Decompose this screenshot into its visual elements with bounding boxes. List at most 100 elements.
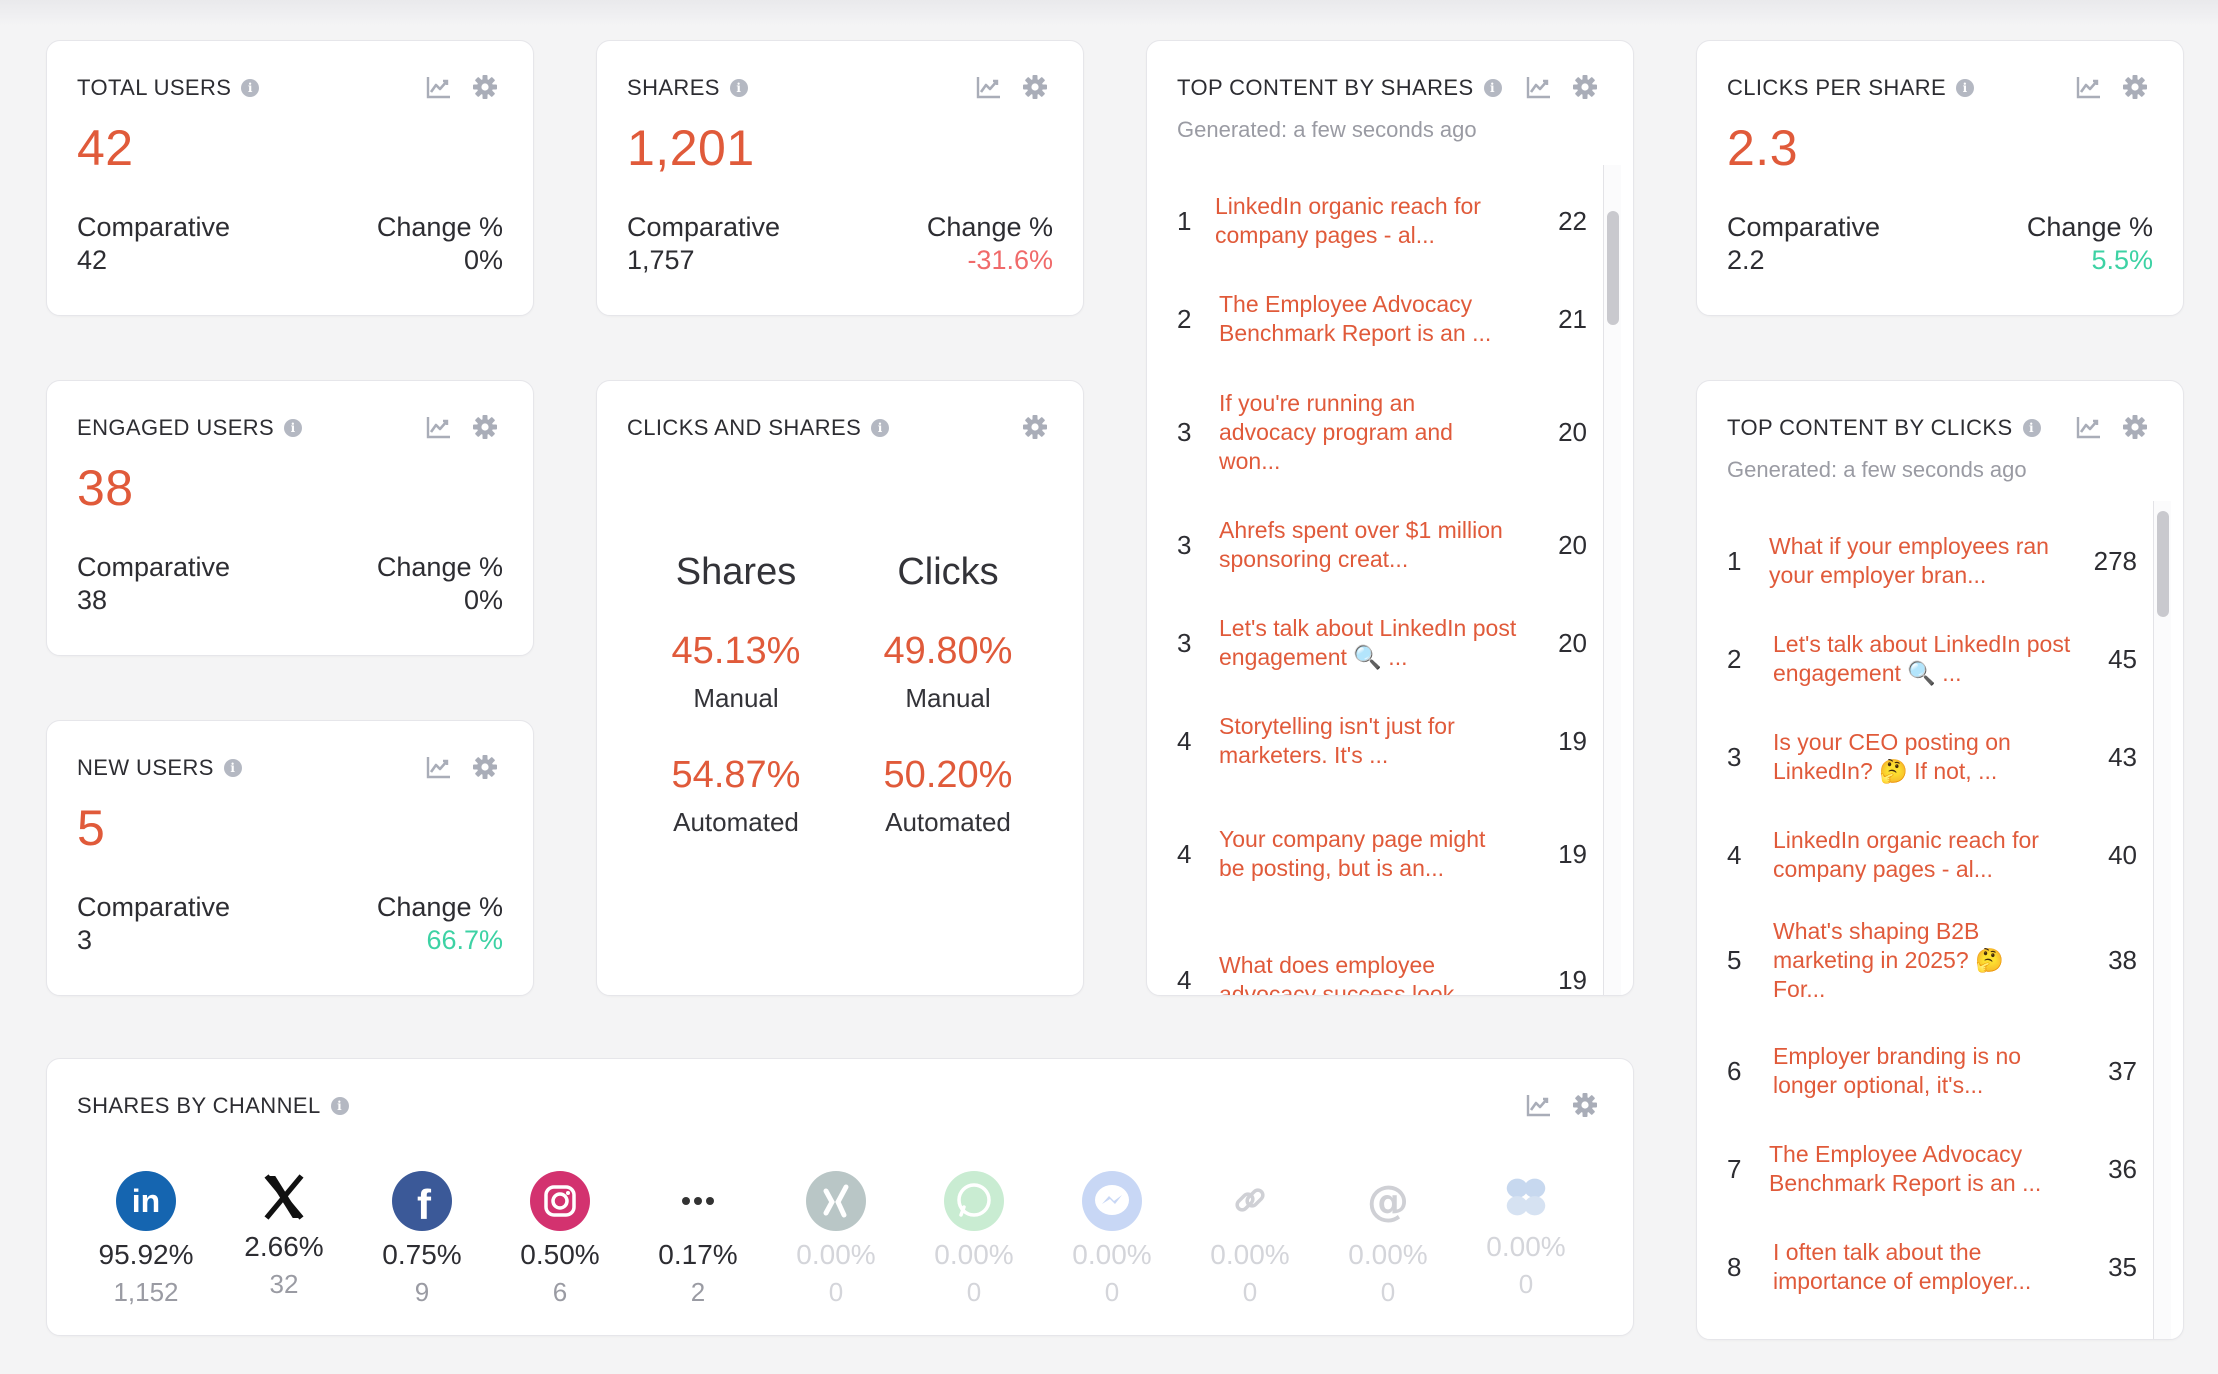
list-item[interactable]: 3 If you're running an advocacy program a… bbox=[1147, 387, 1601, 477]
linkedin-icon: in bbox=[116, 1171, 176, 1231]
clicks-column: Clicks 49.80% Manual 50.20% Automated bbox=[843, 551, 1053, 838]
list-item[interactable]: 1 LinkedIn organic reach for company page… bbox=[1147, 191, 1601, 251]
content-title-link[interactable]: Is your CEO posting on LinkedIn? 🤔 If no… bbox=[1773, 729, 2011, 784]
trend-chart-icon[interactable] bbox=[2075, 413, 2103, 441]
info-icon[interactable]: i bbox=[241, 79, 260, 97]
rank: 2 bbox=[1177, 303, 1192, 334]
content-title-link[interactable]: Employer branding is no longer optional,… bbox=[1773, 1043, 2022, 1098]
change-label: Change % bbox=[926, 212, 1053, 242]
content-title-link[interactable]: Storytelling isn't just for marketers. I… bbox=[1219, 713, 1455, 768]
clicks-automated-pct: 50.20% bbox=[883, 754, 1013, 796]
change: Change % 66.7% bbox=[377, 891, 503, 957]
trend-chart-icon[interactable] bbox=[1525, 73, 1553, 101]
clicks-manual-label: Manual bbox=[905, 683, 991, 713]
comparative-value: 42 bbox=[77, 245, 108, 275]
list-item[interactable]: 3 Is your CEO posting on LinkedIn? 🤔 If n… bbox=[1697, 727, 2151, 787]
card-title-text: SHARES BY CHANNEL bbox=[77, 1093, 321, 1118]
rank: 3 bbox=[1177, 529, 1192, 560]
list-item[interactable]: 5 What's shaping B2B marketing in 2025? 🤔… bbox=[1697, 915, 2151, 1005]
engaged-users-card: ENGAGED USERS i 38 Comparative 38 Change %… bbox=[46, 380, 534, 656]
rank: 1 bbox=[1727, 545, 1742, 576]
gear-icon[interactable] bbox=[471, 73, 499, 101]
content-title-link[interactable]: LinkedIn organic reach for company pages… bbox=[1215, 193, 1481, 248]
channel-percentage: 0.00% bbox=[1348, 1239, 1428, 1270]
gear-icon[interactable] bbox=[1571, 73, 1599, 101]
card-title-text: TOTAL USERS bbox=[77, 75, 232, 100]
card-actions bbox=[1021, 413, 1049, 441]
content-title-link[interactable]: What's shaping B2B marketing in 2025? 🤔 … bbox=[1773, 917, 2004, 1002]
rank: 4 bbox=[1177, 838, 1192, 869]
list-item[interactable]: 7 The Employee Advocacy Benchmark Report … bbox=[1697, 1139, 2151, 1199]
info-icon[interactable]: i bbox=[1483, 79, 1502, 97]
shares-heading: Shares bbox=[675, 551, 797, 593]
info-icon[interactable]: i bbox=[330, 1097, 349, 1115]
channel-percentage: 0.17% bbox=[658, 1239, 738, 1270]
scrollbar-thumb[interactable] bbox=[1607, 211, 1619, 325]
info-icon[interactable]: i bbox=[223, 759, 242, 777]
gear-icon[interactable] bbox=[471, 413, 499, 441]
top-content-by-clicks-card: TOP CONTENT BY CLICKS i Generated: a few … bbox=[1696, 380, 2184, 1340]
content-title-link[interactable]: Let's talk about LinkedIn post engagemen… bbox=[1773, 631, 2071, 686]
channel-percentage: 0.00% bbox=[1210, 1239, 1290, 1270]
svg-text:@: @ bbox=[1367, 1176, 1409, 1225]
card-title: TOTAL USERS i bbox=[77, 75, 260, 101]
gear-icon[interactable] bbox=[2121, 73, 2149, 101]
generated-timestamp: Generated: a few seconds ago bbox=[1727, 457, 2027, 482]
trend-chart-icon[interactable] bbox=[425, 73, 453, 101]
gear-icon[interactable] bbox=[1021, 73, 1049, 101]
info-icon[interactable]: i bbox=[1956, 79, 1975, 97]
channel-count: 0 bbox=[1242, 1277, 1258, 1307]
gear-icon[interactable] bbox=[471, 753, 499, 781]
list-item[interactable]: 2 The Employee Advocacy Benchmark Report … bbox=[1147, 289, 1601, 349]
trend-chart-icon[interactable] bbox=[425, 753, 453, 781]
list-item[interactable]: 8 I often talk about the importance of em… bbox=[1697, 1237, 2151, 1297]
trend-chart-icon[interactable] bbox=[975, 73, 1003, 101]
list-item[interactable]: 4 LinkedIn organic reach for company page… bbox=[1697, 825, 2151, 885]
content-title-link[interactable]: Ahrefs spent over $1 million sponsoring … bbox=[1219, 517, 1503, 572]
channel-count: 0 bbox=[828, 1277, 844, 1307]
info-icon[interactable]: i bbox=[2022, 419, 2041, 437]
channel-link: 0.00% 0 bbox=[1181, 1169, 1319, 1308]
comparative-label: Comparative bbox=[627, 212, 781, 242]
shares-manual-pct: 45.13% bbox=[671, 630, 801, 672]
content-title-link[interactable]: If you're running an advocacy program an… bbox=[1219, 389, 1453, 474]
content-title-link[interactable]: What does employee advocacy success look… bbox=[1219, 952, 1480, 995]
gear-icon[interactable] bbox=[2121, 413, 2149, 441]
change-value: 0% bbox=[463, 245, 503, 275]
scrollbar[interactable] bbox=[1603, 165, 1621, 995]
clicks-and-shares-card: CLICKS AND SHARES i Shares 45.13% Manual … bbox=[596, 380, 1084, 996]
clicks-automated-label: Automated bbox=[885, 807, 1011, 837]
list-item[interactable]: 3 Let's talk about LinkedIn post engageme… bbox=[1147, 613, 1601, 673]
scrollbar-thumb[interactable] bbox=[2157, 511, 2169, 617]
list-item[interactable]: 6 Employer branding is no longer optional… bbox=[1697, 1041, 2151, 1101]
list-item[interactable]: 1 What if your employees ran your employe… bbox=[1697, 531, 2151, 591]
channel-count: 9 bbox=[414, 1277, 430, 1307]
info-icon[interactable]: i bbox=[871, 419, 890, 437]
list-item[interactable]: 4 Storytelling isn't just for marketers. … bbox=[1147, 711, 1601, 771]
shares-by-channel-card: SHARES BY CHANNEL i in 95.92% 1,152 2.66%… bbox=[46, 1058, 1634, 1336]
gear-icon[interactable] bbox=[1021, 413, 1049, 441]
list-item[interactable]: 3 Ahrefs spent over $1 million sponsoring… bbox=[1147, 515, 1601, 575]
info-icon[interactable]: i bbox=[284, 419, 303, 437]
gear-icon[interactable] bbox=[1571, 1091, 1599, 1119]
list-item[interactable]: 4 Your company page might be posting, but… bbox=[1147, 809, 1601, 899]
content-title-link[interactable]: Your company page might be posting, but … bbox=[1219, 826, 1486, 881]
channel-whatsapp: 0.00% 0 bbox=[905, 1169, 1043, 1308]
trend-chart-icon[interactable] bbox=[2075, 73, 2103, 101]
channel-other: 0.17% 2 bbox=[629, 1169, 767, 1308]
info-icon[interactable]: i bbox=[729, 79, 748, 97]
list-item[interactable]: 4 What does employee advocacy success loo… bbox=[1147, 935, 1601, 995]
content-title-link[interactable]: The Employee Advocacy Benchmark Report i… bbox=[1219, 291, 1492, 346]
card-actions bbox=[975, 73, 1049, 101]
scrollbar[interactable] bbox=[2153, 501, 2171, 1339]
content-title-link[interactable]: Let's talk about LinkedIn post engagemen… bbox=[1219, 615, 1517, 670]
content-title-link[interactable]: What if your employees ran your employer… bbox=[1769, 533, 2049, 588]
trend-chart-icon[interactable] bbox=[425, 413, 453, 441]
list-item[interactable]: 2 Let's talk about LinkedIn post engageme… bbox=[1697, 629, 2151, 689]
rank: 3 bbox=[1727, 741, 1742, 772]
change-label: Change % bbox=[376, 892, 503, 922]
content-title-link[interactable]: LinkedIn organic reach for company pages… bbox=[1773, 827, 2039, 882]
trend-chart-icon[interactable] bbox=[1525, 1091, 1553, 1119]
content-title-link[interactable]: The Employee Advocacy Benchmark Report i… bbox=[1769, 1141, 2042, 1196]
content-title-link[interactable]: I often talk about the importance of emp… bbox=[1773, 1239, 2032, 1294]
